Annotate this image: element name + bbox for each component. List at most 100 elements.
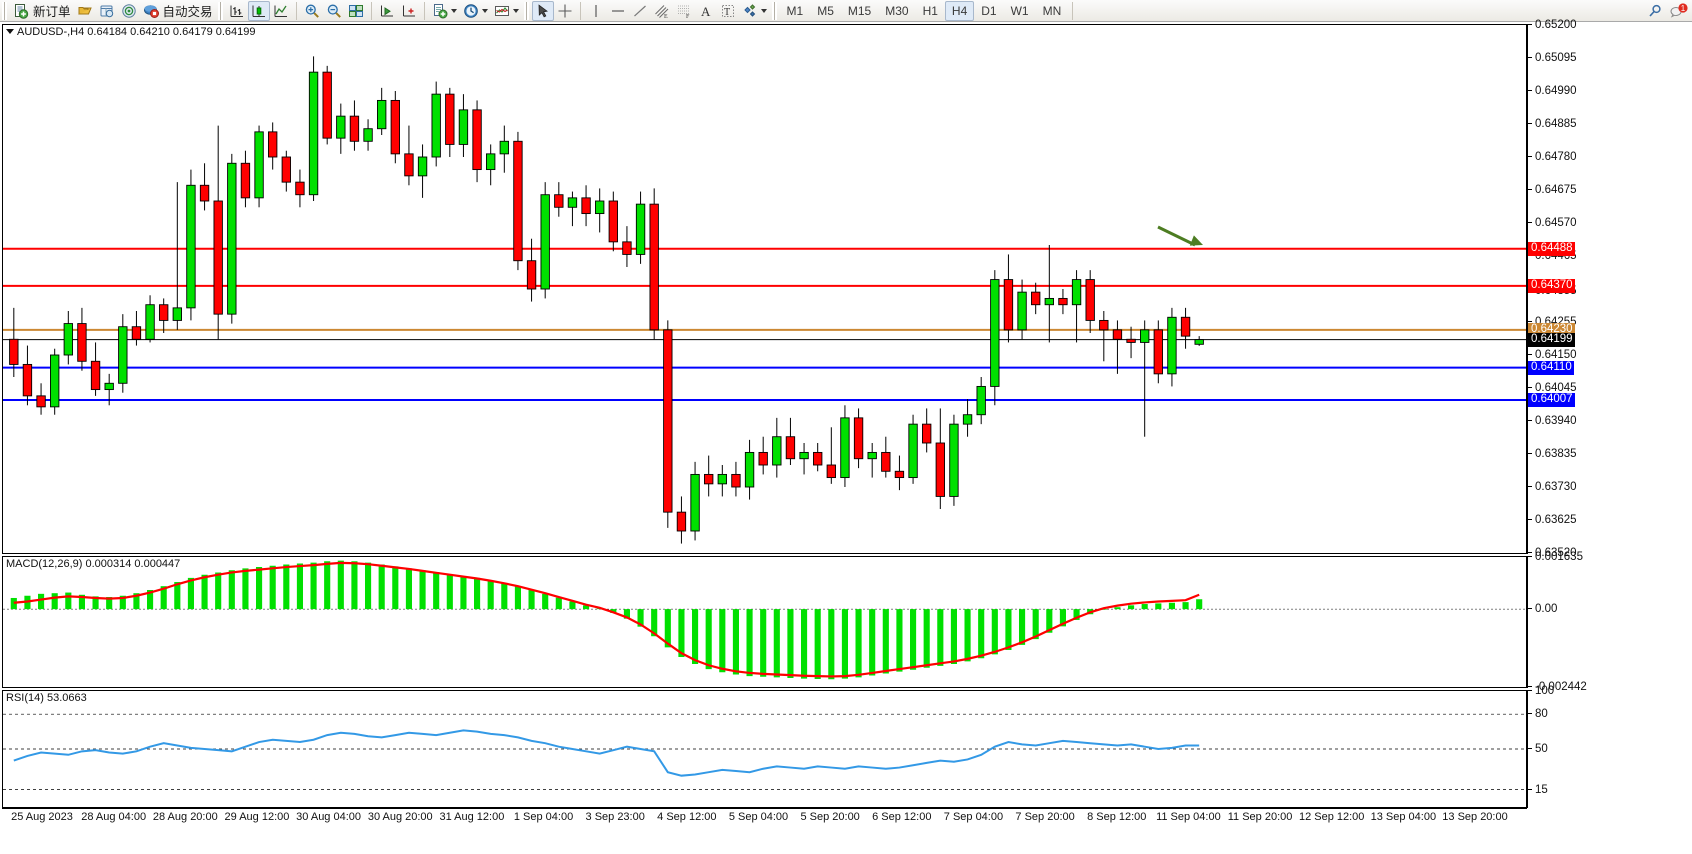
- autotrading-icon: [143, 3, 159, 19]
- vertical-line-button[interactable]: [585, 1, 607, 21]
- time-tick: 13 Sep 04:00: [1370, 811, 1437, 823]
- price-tick: 0.63835: [1528, 448, 1577, 460]
- time-tick: 31 Aug 12:00: [439, 811, 505, 823]
- time-tick: 6 Sep 12:00: [872, 811, 932, 823]
- collapse-triangle-icon[interactable]: [6, 29, 14, 34]
- zoom-in-button[interactable]: [301, 1, 323, 21]
- price-level-label-resistance-1[interactable]: 0.64488: [1528, 241, 1575, 256]
- crosshair-button[interactable]: [554, 1, 576, 21]
- price-tick: 0.63940: [1528, 415, 1577, 427]
- svg-text:A: A: [701, 4, 711, 19]
- price-level-label-resistance-2[interactable]: 0.64370: [1528, 278, 1575, 293]
- crosshair-icon: [557, 3, 573, 19]
- price-tick: 0.64570: [1528, 217, 1577, 229]
- bar-chart-button[interactable]: [226, 1, 248, 21]
- period-button[interactable]: [460, 1, 491, 21]
- macd-pane[interactable]: MACD(12,26,9) 0.000314 0.000447: [2, 556, 1527, 688]
- navigator-button[interactable]: [118, 1, 140, 21]
- text-button[interactable]: A: [695, 1, 717, 21]
- tile-windows-button[interactable]: [345, 1, 367, 21]
- price-tick: 0.64990: [1528, 85, 1577, 97]
- new-order-button[interactable]: 新订单: [10, 1, 74, 21]
- line-chart-button[interactable]: [270, 1, 292, 21]
- indicators-button[interactable]: [429, 1, 460, 21]
- chart-shift-button[interactable]: [398, 1, 420, 21]
- new-order-label: 新订单: [33, 5, 71, 19]
- autotrading-label: 自动交易: [162, 5, 213, 19]
- tab-timeframe-m30[interactable]: M30: [885, 3, 909, 18]
- macd-label: MACD(12,26,9) 0.000314 0.000447: [6, 558, 181, 570]
- tab-timeframe-d1[interactable]: D1: [981, 3, 997, 18]
- hline-icon: [610, 3, 626, 19]
- label-icon: T: [720, 3, 736, 19]
- rsi-tick: 80: [1528, 708, 1548, 720]
- candlestick-chart-button[interactable]: [247, 0, 270, 21]
- price-chart-pane[interactable]: AUDUSD-,H4 0.64184 0.64210 0.64179 0.641…: [2, 24, 1527, 554]
- tab-timeframe-mn[interactable]: MN: [1042, 3, 1062, 18]
- chart-area[interactable]: AUDUSD-,H4 0.64184 0.64210 0.64179 0.641…: [0, 19, 1692, 854]
- tab-timeframe-m15[interactable]: M15: [847, 3, 872, 18]
- tab-timeframe-m1[interactable]: M1: [786, 3, 804, 18]
- objects-button[interactable]: [739, 1, 770, 21]
- rsi-plot: [3, 713, 1526, 790]
- macd-axis[interactable]: 0.001635 0.00 -0.002442: [1527, 551, 1692, 693]
- equidistant-icon: E: [654, 3, 670, 19]
- trendline-button[interactable]: [629, 1, 651, 21]
- trendline-icon: [632, 3, 648, 19]
- svg-text:E: E: [664, 14, 668, 19]
- price-tick: 0.64885: [1528, 118, 1577, 130]
- rsi-tick: 50: [1528, 743, 1548, 755]
- cursor-button[interactable]: [531, 0, 554, 21]
- toolbar-grip-3[interactable]: [523, 1, 529, 20]
- objects-chevron-down-icon[interactable]: [760, 8, 767, 13]
- chart-symbol-label: AUDUSD-,H4 0.64184 0.64210 0.64179 0.641…: [6, 26, 256, 38]
- toolbar-grip-1[interactable]: [2, 1, 7, 20]
- rsi-pane[interactable]: RSI(14) 53.0663: [2, 690, 1527, 808]
- toolbar-sep-3: [423, 1, 425, 20]
- vline-icon: [588, 3, 604, 19]
- time-tick: 29 Aug 12:00: [224, 811, 290, 823]
- notifications-button[interactable]: 1: [1666, 1, 1692, 21]
- time-tick: 13 Sep 20:00: [1442, 811, 1508, 823]
- folder-button[interactable]: [74, 1, 96, 21]
- rsi-label: RSI(14) 53.0663: [6, 692, 87, 704]
- time-tick: 7 Sep 04:00: [943, 811, 1004, 823]
- tab-timeframe-h4[interactable]: H4: [944, 0, 975, 21]
- toolbar-sep-5: [1072, 1, 1074, 20]
- autotrading-button[interactable]: 自动交易: [140, 1, 216, 21]
- toolbar-grip-4[interactable]: [771, 1, 777, 20]
- price-level-label-bid-line[interactable]: 0.64199: [1528, 332, 1575, 347]
- time-tick: 1 Sep 04:00: [513, 811, 574, 823]
- price-axis[interactable]: 0.65200 0.65095 0.64990 0.64885 0.64780 0.646…: [1527, 19, 1692, 559]
- rsi-axis[interactable]: 100 80 50 15: [1527, 685, 1692, 808]
- toolbar-grip-2[interactable]: [217, 1, 223, 20]
- price-level-label-support-1[interactable]: 0.64110: [1528, 360, 1574, 375]
- time-axis[interactable]: 25 Aug 2023 28 Aug 04:00 28 Aug 20:00 29 Au…: [2, 808, 1527, 828]
- equidistant-channel-button[interactable]: E: [651, 1, 673, 21]
- data-window-icon: [99, 3, 115, 19]
- templates-chevron-down-icon[interactable]: [512, 8, 519, 13]
- indicators-chevron-down-icon[interactable]: [450, 8, 457, 13]
- price-tick: 0.64150: [1528, 349, 1577, 361]
- time-tick: 5 Sep 20:00: [800, 811, 860, 823]
- time-tick: 3 Sep 23:00: [585, 811, 645, 823]
- period-chevron-down-icon[interactable]: [481, 8, 488, 13]
- tab-timeframe-h1[interactable]: H1: [922, 3, 938, 18]
- search-button[interactable]: [1644, 1, 1666, 21]
- time-tick: 30 Aug 04:00: [296, 811, 362, 823]
- text-label-button[interactable]: T: [717, 1, 739, 21]
- zoom-out-button[interactable]: [323, 1, 345, 21]
- time-tick: 8 Sep 12:00: [1087, 811, 1147, 823]
- templates-button[interactable]: [491, 1, 522, 21]
- tab-timeframe-w1[interactable]: W1: [1010, 3, 1029, 18]
- time-tick: 28 Aug 04:00: [81, 811, 147, 823]
- price-level-label-support-2[interactable]: 0.64007: [1528, 392, 1575, 407]
- tab-timeframe-m5[interactable]: M5: [817, 3, 834, 18]
- time-tick: 28 Aug 20:00: [152, 811, 218, 823]
- navigator-icon: [121, 3, 137, 19]
- shift-end-button[interactable]: [376, 1, 398, 21]
- data-window-button[interactable]: [96, 1, 118, 21]
- horizontal-line-button[interactable]: [607, 1, 629, 21]
- templates-icon: [494, 3, 510, 19]
- fibonacci-button[interactable]: F: [673, 1, 695, 21]
